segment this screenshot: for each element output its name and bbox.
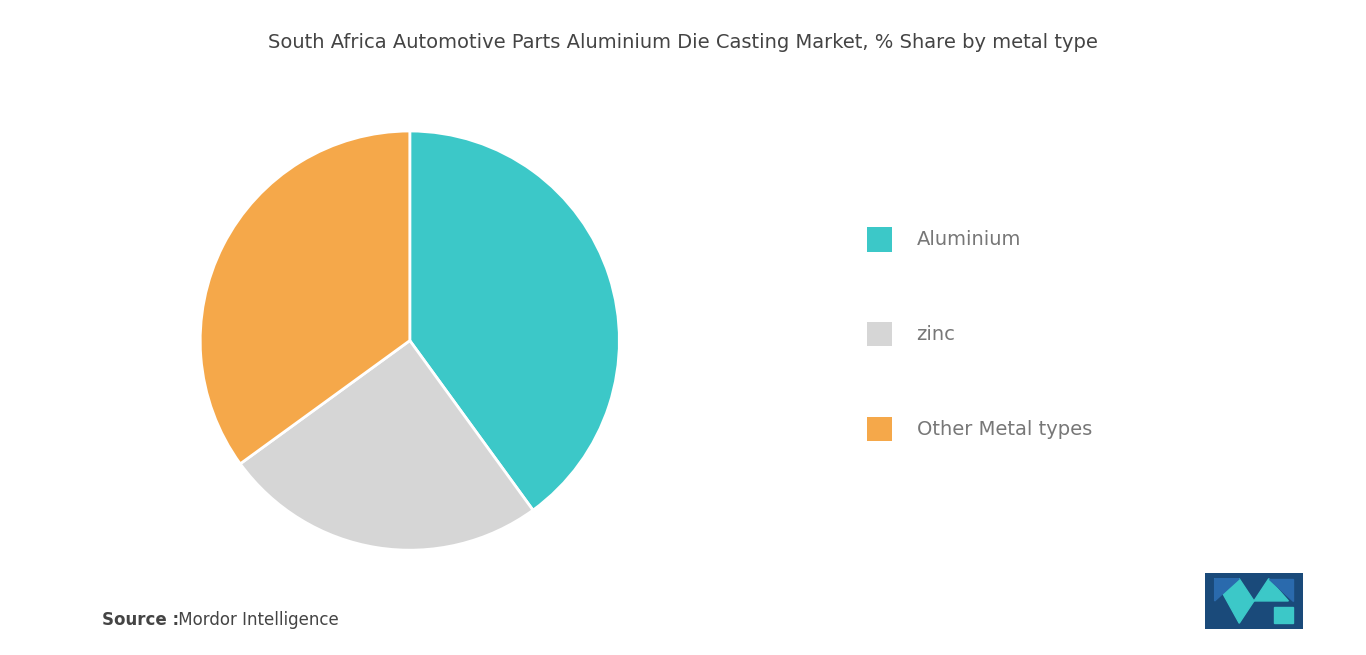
Text: Other Metal types: Other Metal types <box>917 419 1091 439</box>
Text: South Africa Automotive Parts Aluminium Die Casting Market, % Share by metal typ: South Africa Automotive Parts Aluminium … <box>268 33 1098 52</box>
Text: Aluminium: Aluminium <box>917 229 1020 249</box>
Wedge shape <box>201 131 410 464</box>
Polygon shape <box>1214 579 1239 601</box>
Text: Mordor Intelligence: Mordor Intelligence <box>173 611 339 629</box>
Wedge shape <box>240 341 533 550</box>
Polygon shape <box>1254 579 1288 601</box>
Text: Source :: Source : <box>102 611 179 629</box>
Polygon shape <box>1214 579 1254 624</box>
FancyBboxPatch shape <box>1205 573 1303 629</box>
Polygon shape <box>1269 579 1294 601</box>
Text: zinc: zinc <box>917 324 955 344</box>
Wedge shape <box>410 131 619 510</box>
Polygon shape <box>1273 607 1294 624</box>
